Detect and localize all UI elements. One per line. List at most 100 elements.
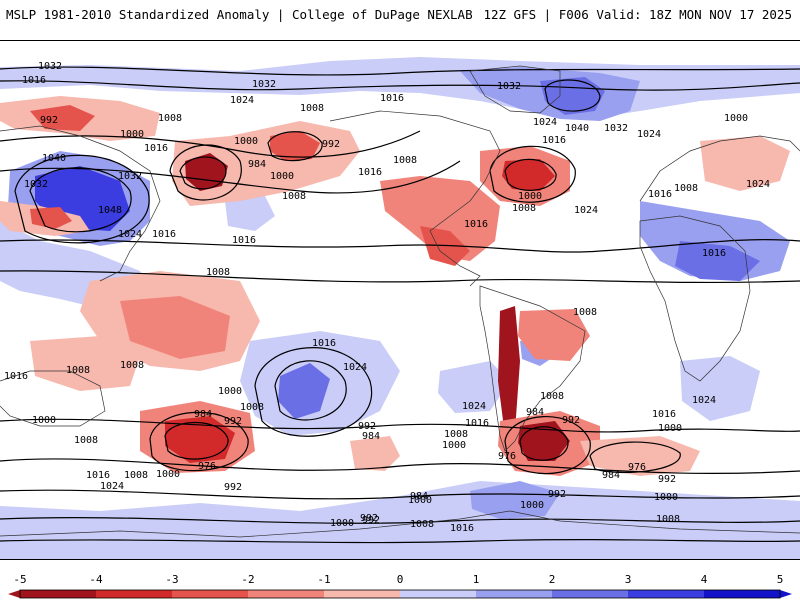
isobar-label-1000-antarctic-2: 1000 bbox=[330, 518, 354, 529]
colorbar-tick-label: 1 bbox=[473, 573, 480, 586]
isobar-label-1016-india: 1016 bbox=[702, 248, 726, 259]
isobar-label-992-tasman: 992 bbox=[224, 416, 242, 427]
isobar-label-1032-siberia: 1032 bbox=[24, 179, 48, 190]
isobar-arctic bbox=[0, 66, 800, 76]
colorbar-segment bbox=[96, 590, 172, 598]
colorbar-tick-label: -4 bbox=[89, 573, 103, 586]
isobar-sepac-high bbox=[274, 360, 347, 421]
isobar-label-1016-usa: 1016 bbox=[358, 167, 382, 178]
isobar-label-1016-canada: 1016 bbox=[380, 93, 404, 104]
isobar-label-1016-antarctic-west: 1016 bbox=[86, 470, 110, 481]
coast-antarctica bbox=[0, 510, 800, 538]
anomaly-blob-natl-core bbox=[502, 159, 555, 191]
isobar-sh-1 bbox=[0, 418, 800, 433]
isobar-npac-1 bbox=[0, 130, 421, 158]
coast-greenland bbox=[469, 65, 561, 114]
isobar-label-992-sindian: 992 bbox=[658, 474, 676, 485]
isobar-label-1016-southpac: 1016 bbox=[312, 338, 336, 349]
isobar-label-1008-indian: 1008 bbox=[74, 435, 98, 446]
isobar-greenland-high bbox=[544, 79, 601, 112]
isobar-label-992-antarctic: 992 bbox=[360, 513, 378, 524]
isobar-label-984-drake: 984 bbox=[526, 407, 544, 418]
anomaly-blob-westpac-core bbox=[120, 296, 230, 359]
coast-europe bbox=[639, 135, 800, 202]
anomaly-blob-europe bbox=[700, 136, 790, 191]
isobar-label-1008-antarctic: 1008 bbox=[124, 470, 148, 481]
isobar-label-1024-atl: 1024 bbox=[574, 205, 598, 216]
isobar-label-1000-sindian: 1000 bbox=[658, 423, 682, 434]
isobar-label-1008-tasman: 1008 bbox=[240, 402, 264, 413]
isobar-label-1016-china: 1016 bbox=[152, 229, 176, 240]
isobar-sh-4 bbox=[0, 517, 800, 524]
isobar-label-984-sindian: 984 bbox=[602, 470, 620, 481]
isobar-npac-low-3 bbox=[267, 131, 323, 162]
isobar-label-1016-med: 1016 bbox=[648, 189, 672, 200]
isobar-label-992-satl: 992 bbox=[562, 415, 580, 426]
isobar-label-1000-natl: 1000 bbox=[518, 191, 542, 202]
isobar-lines bbox=[0, 66, 800, 544]
colorbar-border bbox=[19, 589, 781, 599]
isobar-label-992-npac: 992 bbox=[322, 139, 340, 150]
isobar-siberia-high-2 bbox=[14, 154, 150, 244]
isobar-sh-5 bbox=[0, 538, 800, 544]
isobar-drake-low bbox=[519, 426, 569, 461]
colorbar-segment bbox=[248, 590, 324, 598]
isobar-label-984-antarctic: 984 bbox=[410, 491, 428, 502]
colorbar-tick-label: 0 bbox=[397, 573, 404, 586]
isobar-label-976-tasman: 976 bbox=[198, 461, 216, 472]
colorbar-tick-label: -5 bbox=[13, 573, 26, 586]
isobar-label-1000-nz: 1000 bbox=[156, 469, 180, 480]
isobar-label-1016-pacific: 1016 bbox=[232, 235, 256, 246]
isobar-label-1008-westpac: 1008 bbox=[120, 360, 144, 371]
anomaly-blob-satl bbox=[438, 361, 510, 413]
isobar-natl-low bbox=[504, 158, 557, 191]
anomaly-colorbar: -5 -4 -3 -2 -1 0 1 2 3 4 5 bbox=[8, 573, 792, 599]
colorbar-segment bbox=[704, 590, 780, 598]
coast-australia bbox=[0, 370, 106, 427]
isobar-label-1016-greatplains: 1016 bbox=[464, 219, 488, 230]
isobar-npac-low bbox=[179, 156, 227, 190]
isobar-npac-low-2 bbox=[169, 144, 242, 201]
isobar-tasman-low-2 bbox=[149, 411, 249, 472]
isobar-label-1016-labrador: 1016 bbox=[542, 135, 566, 146]
colorbar-tick-label: 3 bbox=[625, 573, 632, 586]
coast-south-america bbox=[479, 285, 586, 452]
isobar-label-1016-antarctic-2: 1016 bbox=[450, 523, 474, 534]
isobar-tasman-low bbox=[164, 421, 229, 460]
isobar-label-1000-indian: 1000 bbox=[32, 415, 56, 426]
isobar-label-1008-bering: 1008 bbox=[158, 113, 182, 124]
colorbar-tick-label: 2 bbox=[549, 573, 556, 586]
isobar-label-1032-mongolia: 1032 bbox=[118, 171, 142, 182]
isobar-label-1048-mongolia: 1048 bbox=[98, 205, 122, 216]
isobar-npac-3 bbox=[0, 239, 800, 253]
isobar-label-1008-canada: 1008 bbox=[393, 155, 417, 166]
isobar-label-1016-australia-west: 1016 bbox=[4, 371, 28, 382]
coast-africa bbox=[639, 215, 751, 382]
isobar-label-1024-russia: 1024 bbox=[746, 179, 770, 190]
isobar-sepac-high-2 bbox=[254, 347, 373, 437]
isobar-label-1008-natl: 1008 bbox=[512, 203, 536, 214]
anomaly-blob-sepac-core bbox=[278, 363, 330, 419]
isobar-label-1000-pacific: 1000 bbox=[270, 171, 294, 182]
colorbar-arrow-left bbox=[8, 590, 20, 598]
anomaly-blob-usa-west bbox=[380, 176, 500, 261]
isobar-label-1024-greenland: 1024 bbox=[533, 117, 557, 128]
colorbar-tick-label: -3 bbox=[165, 573, 178, 586]
isobar-label-984-tasman: 984 bbox=[194, 409, 212, 420]
isobar-label-1024-china: 1024 bbox=[118, 229, 142, 240]
anomaly-blob-sindian bbox=[680, 356, 760, 421]
isobar-label-1008-europe: 1008 bbox=[674, 183, 698, 194]
isobar-label-976-drake: 976 bbox=[498, 451, 516, 462]
isobar-label-992-bering: 992 bbox=[40, 115, 58, 126]
anomaly-blob-andes bbox=[498, 306, 520, 436]
isobar-label-992-nz: 992 bbox=[224, 482, 242, 493]
isobar-siberia-high bbox=[29, 167, 132, 233]
isobar-label-1016-sam: 1016 bbox=[465, 418, 489, 429]
negative-anomaly-shading bbox=[0, 96, 790, 476]
colorbar-segment bbox=[324, 590, 400, 598]
colorbar-segment bbox=[552, 590, 628, 598]
anomaly-blob-npac-low2 bbox=[270, 131, 320, 161]
colorbar-tick-label: 5 bbox=[777, 573, 784, 586]
isobar-drake-low-2 bbox=[504, 416, 591, 475]
